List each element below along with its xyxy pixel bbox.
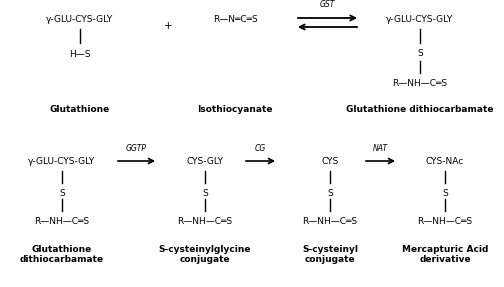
Text: R—NH—C═S: R—NH—C═S bbox=[417, 217, 473, 226]
Text: NAT: NAT bbox=[373, 144, 388, 153]
Text: Glutathione
dithiocarbamate: Glutathione dithiocarbamate bbox=[20, 245, 104, 264]
Text: R—N═C═S: R—N═C═S bbox=[213, 15, 258, 24]
Text: R—NH—C═S: R—NH—C═S bbox=[302, 217, 357, 226]
Text: CG: CG bbox=[255, 144, 266, 153]
Text: Mercapturic Acid
derivative: Mercapturic Acid derivative bbox=[402, 245, 488, 264]
Text: S: S bbox=[59, 189, 65, 198]
Text: R—NH—C═S: R—NH—C═S bbox=[34, 217, 90, 226]
Text: Glutathione dithiocarbamate: Glutathione dithiocarbamate bbox=[346, 105, 494, 114]
Text: +: + bbox=[164, 21, 172, 31]
Text: Isothiocyanate: Isothiocyanate bbox=[197, 105, 273, 114]
Text: γ-GLU-CYS-GLY: γ-GLU-CYS-GLY bbox=[28, 157, 96, 166]
Text: H—S: H—S bbox=[69, 50, 91, 59]
Text: R—NH—C═S: R—NH—C═S bbox=[177, 217, 232, 226]
Text: S: S bbox=[327, 189, 333, 198]
Text: CYS: CYS bbox=[322, 157, 339, 166]
Text: R—NH—C═S: R—NH—C═S bbox=[393, 79, 448, 88]
Text: GGTP: GGTP bbox=[126, 144, 147, 153]
Text: CYS-NAc: CYS-NAc bbox=[426, 157, 464, 166]
Text: GST: GST bbox=[320, 0, 335, 9]
Text: γ-GLU-CYS-GLY: γ-GLU-CYS-GLY bbox=[46, 15, 113, 24]
Text: CYS-GLY: CYS-GLY bbox=[186, 157, 223, 166]
Text: S: S bbox=[417, 49, 423, 58]
Text: S-cysteinylglycine
conjugate: S-cysteinylglycine conjugate bbox=[159, 245, 251, 264]
Text: S: S bbox=[202, 189, 208, 198]
Text: S: S bbox=[442, 189, 448, 198]
Text: γ-GLU-CYS-GLY: γ-GLU-CYS-GLY bbox=[387, 15, 454, 24]
Text: Glutathione: Glutathione bbox=[50, 105, 110, 114]
Text: S-cysteinyl
conjugate: S-cysteinyl conjugate bbox=[302, 245, 358, 264]
